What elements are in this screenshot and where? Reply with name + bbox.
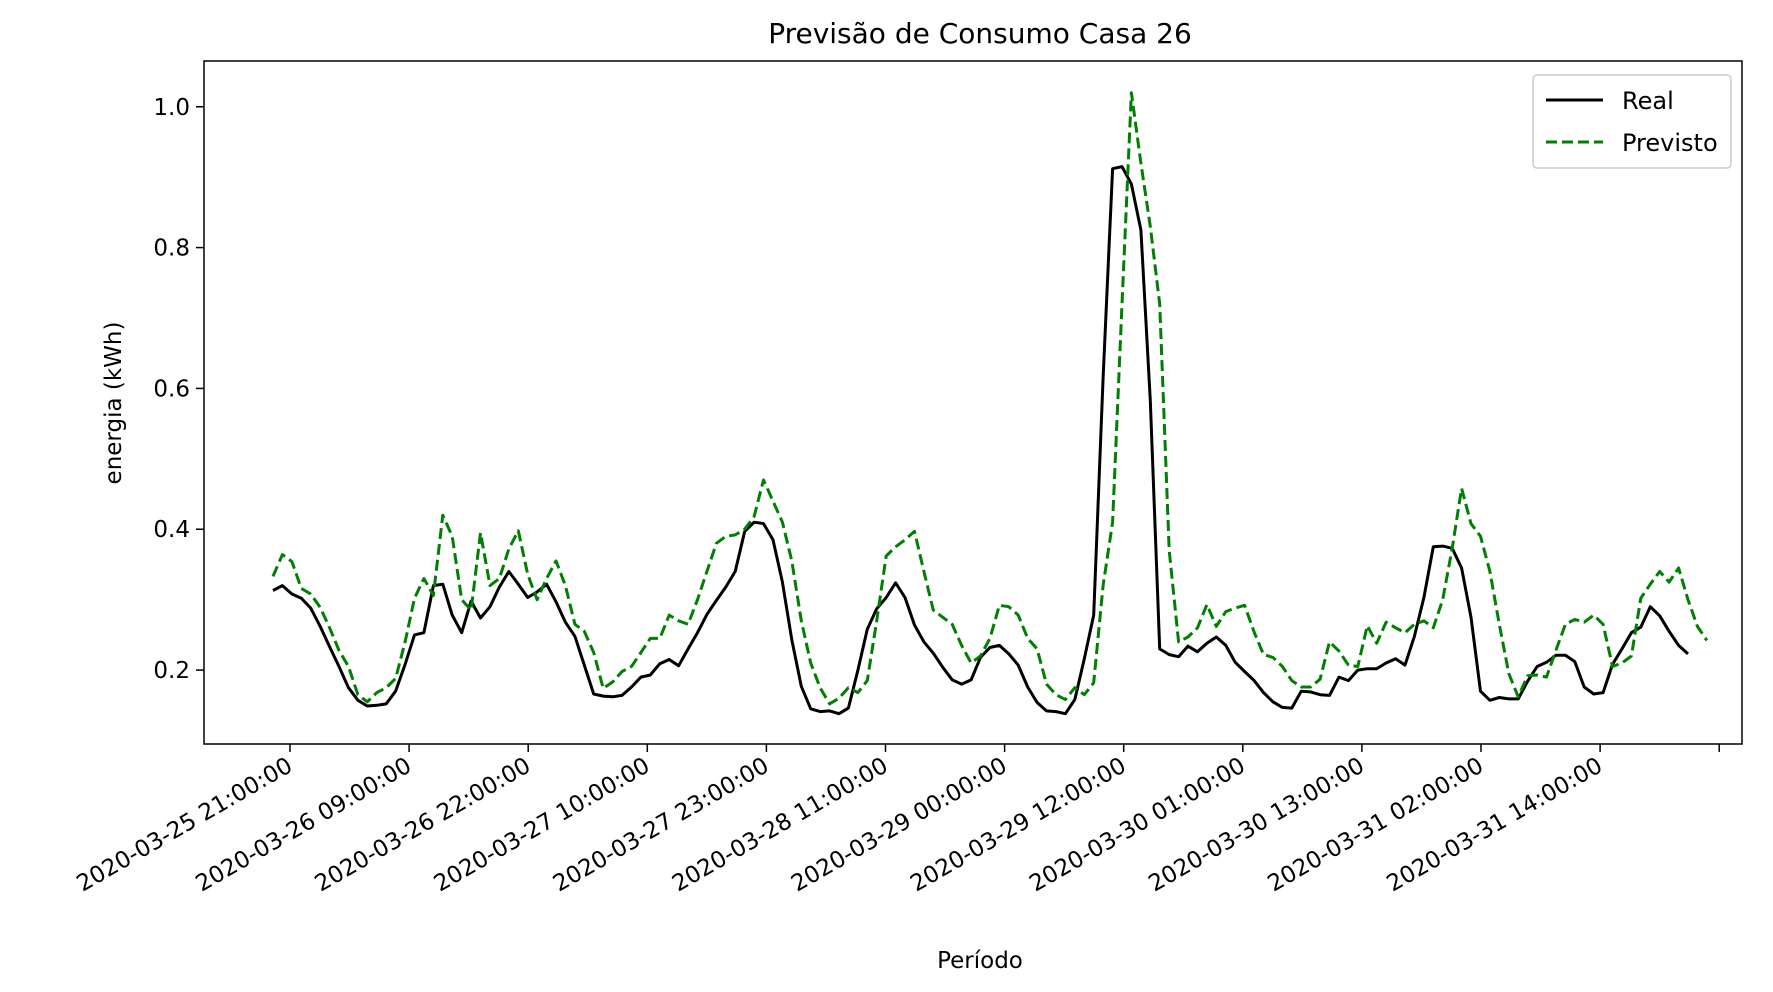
plot-area <box>271 91 1709 716</box>
y-tick-label: 0.6 <box>153 376 190 402</box>
y-tick-label: 0.2 <box>153 658 190 684</box>
legend-label-real: Real <box>1622 87 1674 115</box>
y-axis: 0.2 0.4 0.6 0.8 1.0 <box>153 95 204 684</box>
y-tick-label: 1.0 <box>153 95 190 121</box>
legend: Real Previsto <box>1532 74 1732 169</box>
x-axis-label: Período <box>937 948 1023 974</box>
legend-label-previsto: Previsto <box>1622 129 1718 157</box>
chart-title: Previsão de Consumo Casa 26 <box>768 17 1192 50</box>
legend-frame <box>1532 74 1732 169</box>
y-tick-label: 0.4 <box>153 517 190 543</box>
plot-frame <box>203 60 1743 745</box>
y-tick-label: 0.8 <box>153 236 190 262</box>
series-line-previsto <box>271 91 1709 706</box>
y-axis-label: energia (kWh) <box>101 322 127 485</box>
